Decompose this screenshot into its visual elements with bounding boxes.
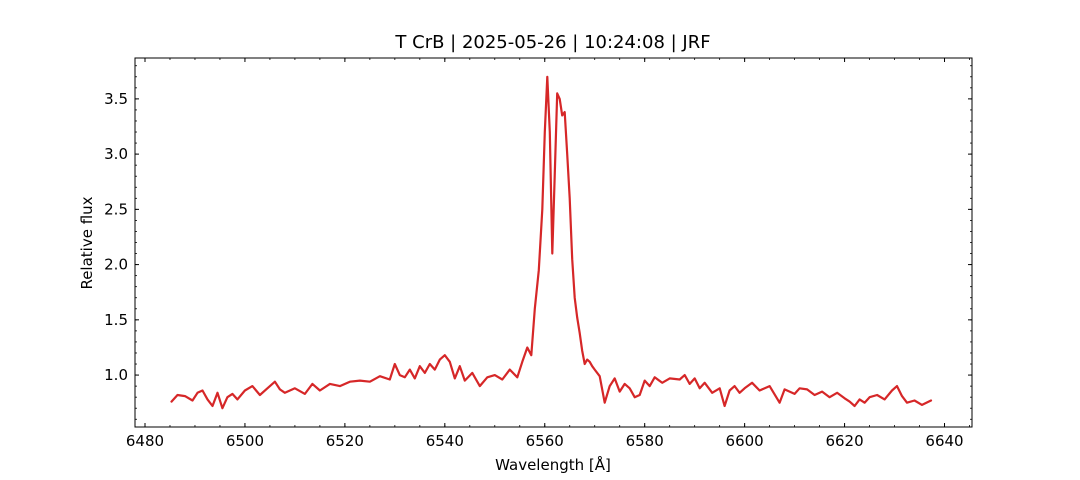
chart-title: T CrB | 2025-05-26 | 10:24:08 | JRF [394, 32, 710, 53]
y-tick-label: 1.5 [104, 311, 128, 329]
y-tick-label: 3.0 [104, 145, 128, 163]
x-tick-label: 6600 [726, 432, 764, 450]
spectrum-line [170, 75, 933, 410]
x-tick-label: 6620 [825, 432, 863, 450]
y-tick-label: 1.0 [104, 366, 128, 384]
y-tick-label: 2.0 [104, 256, 128, 274]
x-tick-label: 6500 [226, 432, 264, 450]
y-tick-label: 2.5 [104, 200, 128, 218]
x-tick-label: 6520 [326, 432, 364, 450]
x-tick-label: 6560 [526, 432, 564, 450]
x-tick-label: 6480 [126, 432, 164, 450]
y-axis-label: Relative flux [78, 196, 96, 289]
y-tick-label: 3.5 [104, 90, 128, 108]
axis-ticks: 6480 6500 6520 6540 6560 6580 6600 6620 6640 1.0 1… [104, 58, 972, 450]
x-tick-label: 6640 [925, 432, 963, 450]
series-layer [170, 75, 933, 410]
x-tick-label: 6540 [426, 432, 464, 450]
x-tick-label: 6580 [626, 432, 664, 450]
x-axis-label: Wavelength [Å] [495, 455, 611, 474]
